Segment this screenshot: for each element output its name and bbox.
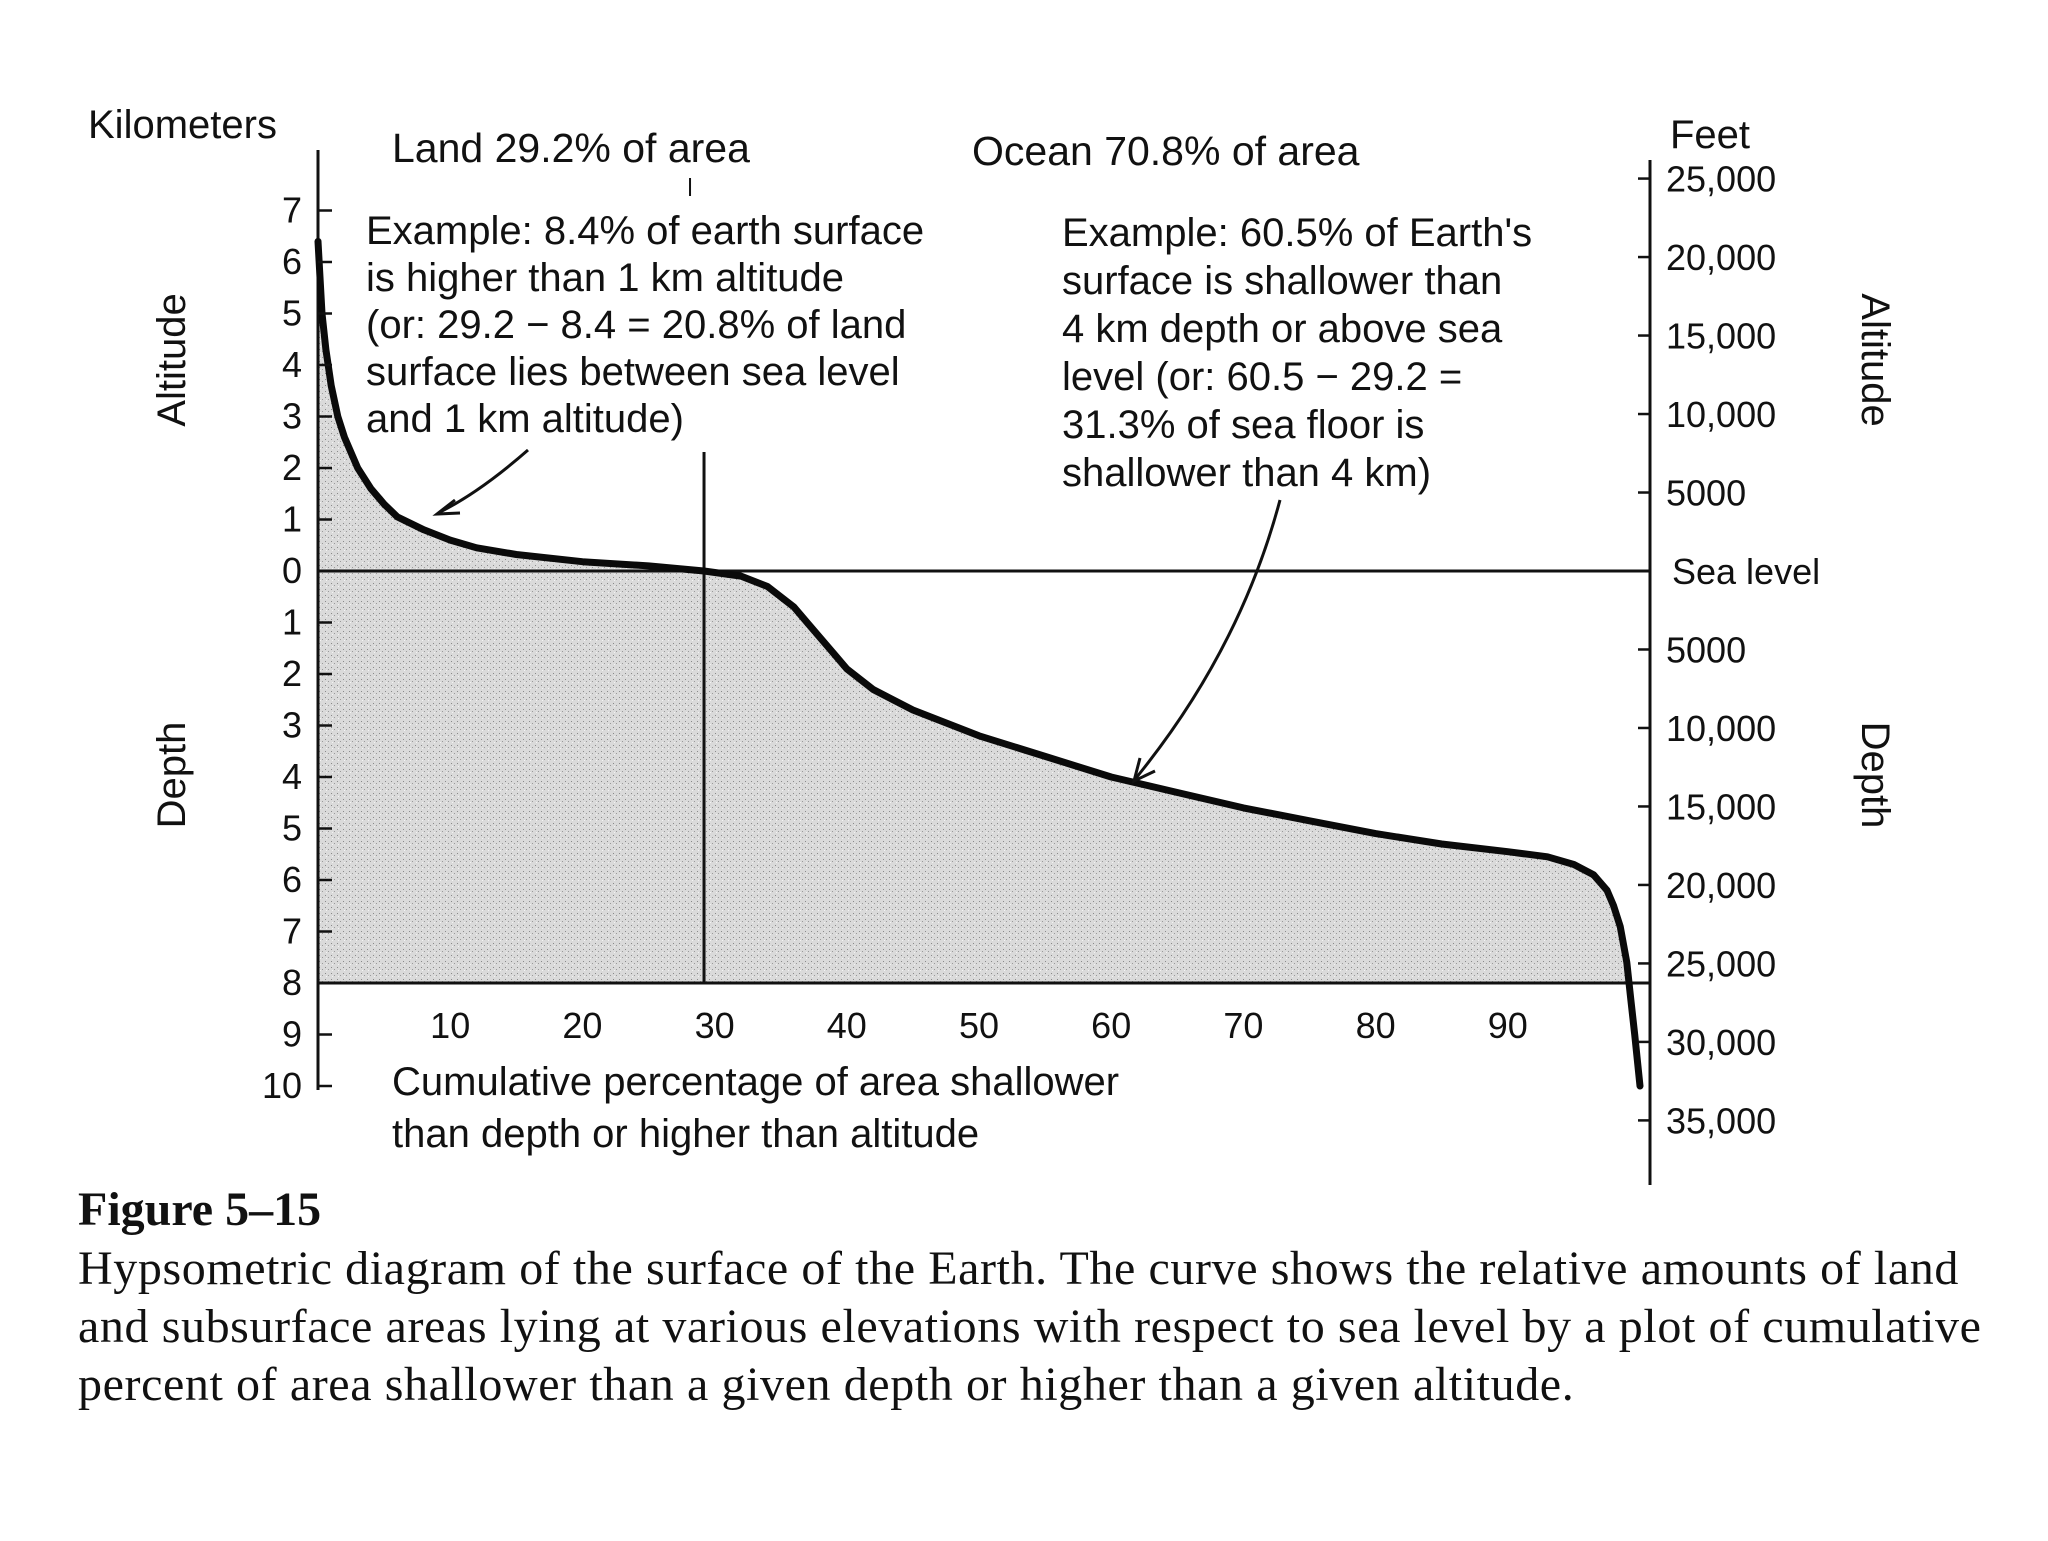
ocean-example-line: 4 km depth or above sea <box>1062 307 1503 351</box>
land-example-line: and 1 km altitude) <box>366 397 684 441</box>
caption-heading: Figure 5–15 <box>78 1183 322 1236</box>
caption-body: Hypsometric diagram of the surface of th… <box>78 1242 1982 1411</box>
land-example-arrow <box>439 448 529 514</box>
land-area-fill <box>318 241 704 571</box>
land-example-line: surface lies between sea level <box>366 350 900 394</box>
right-tick-label: 10,000 <box>1666 708 1776 749</box>
ocean-example-line: shallower than 4 km) <box>1062 451 1431 495</box>
right-tick-label: 30,000 <box>1666 1022 1776 1063</box>
left-tick-label: 1 <box>282 602 302 643</box>
ocean-example-line: level (or: 60.5 − 29.2 = <box>1062 355 1462 399</box>
ocean-example-line: Example: 60.5% of Earth's <box>1062 211 1532 255</box>
left-tick-label: 2 <box>282 653 302 694</box>
left-tick-label: 6 <box>282 241 302 282</box>
ocean-example-line: surface is shallower than <box>1062 259 1502 303</box>
left-tick-label: 7 <box>282 190 302 231</box>
left-tick-label: 8 <box>282 962 302 1003</box>
right-tick-label: 25,000 <box>1666 159 1776 200</box>
left-tick-label: 5 <box>282 808 302 849</box>
left-tick-label: 4 <box>282 756 302 797</box>
ocean-region-label: Ocean 70.8% of area <box>972 128 1360 174</box>
x-axis-label-line: Cumulative percentage of area shallower <box>392 1060 1119 1104</box>
figure-caption: Figure 5–15 Hypsometric diagram of the s… <box>78 1180 2018 1414</box>
x-tick-label: 90 <box>1488 1005 1528 1046</box>
land-example-line: Example: 8.4% of earth surface <box>366 209 924 253</box>
x-tick-label: 40 <box>827 1005 867 1046</box>
x-tick-label: 20 <box>562 1005 602 1046</box>
left-tick-label: 0 <box>282 550 302 591</box>
left-tick-label: 3 <box>282 705 302 746</box>
right-tick-label: 5000 <box>1666 629 1746 670</box>
right-tick-label: 15,000 <box>1666 786 1776 827</box>
ocean-example-arrowhead <box>1131 757 1156 784</box>
land-example-line: is higher than 1 km altitude <box>366 256 844 300</box>
land-example-arrowhead <box>432 498 461 516</box>
right-tick-label: 25,000 <box>1666 943 1776 984</box>
right-tick-label: 20,000 <box>1666 237 1776 278</box>
left-tick-label: 6 <box>282 859 302 900</box>
left-altitude-title: Altitude <box>150 293 194 426</box>
left-tick-label: 2 <box>282 447 302 488</box>
ocean-example-line: 31.3% of sea floor is <box>1062 403 1424 447</box>
land-example-line: (or: 29.2 − 8.4 = 20.8% of land <box>366 303 906 347</box>
left-tick-label: 1 <box>282 499 302 540</box>
right-tick-label: 15,000 <box>1666 316 1776 357</box>
left-depth-title: Depth <box>150 722 194 829</box>
right-axis-unit-label: Feet <box>1670 113 1750 157</box>
right-altitude-title: Altitude <box>1853 293 1897 426</box>
left-tick-label: 3 <box>282 396 302 437</box>
x-tick-label: 80 <box>1356 1005 1396 1046</box>
left-tick-label: 9 <box>282 1014 302 1055</box>
right-tick-label: Sea level <box>1672 551 1820 592</box>
left-tick-label: 7 <box>282 911 302 952</box>
land-region-label: Land 29.2% of area <box>392 125 750 171</box>
right-tick-label: 20,000 <box>1666 865 1776 906</box>
ocean-example-arrow <box>1134 499 1282 779</box>
x-tick-label: 30 <box>695 1005 735 1046</box>
x-tick-label: 70 <box>1223 1005 1263 1046</box>
left-tick-label: 4 <box>282 344 302 385</box>
right-tick-label: 10,000 <box>1666 394 1776 435</box>
right-tick-label: 5000 <box>1666 473 1746 514</box>
x-tick-label: 60 <box>1091 1005 1131 1046</box>
right-depth-title: Depth <box>1853 722 1897 829</box>
left-tick-label: 10 <box>262 1065 302 1106</box>
x-axis-label-line: than depth or higher than altitude <box>392 1112 979 1156</box>
x-tick-label: 10 <box>430 1005 470 1046</box>
x-tick-label: 50 <box>959 1005 999 1046</box>
left-tick-label: 5 <box>282 293 302 334</box>
right-tick-label: 35,000 <box>1666 1100 1776 1141</box>
hypsometric-curve <box>314 237 1644 1090</box>
ocean-area-fill <box>318 571 1627 983</box>
left-axis-unit-label: Kilometers <box>88 103 277 147</box>
